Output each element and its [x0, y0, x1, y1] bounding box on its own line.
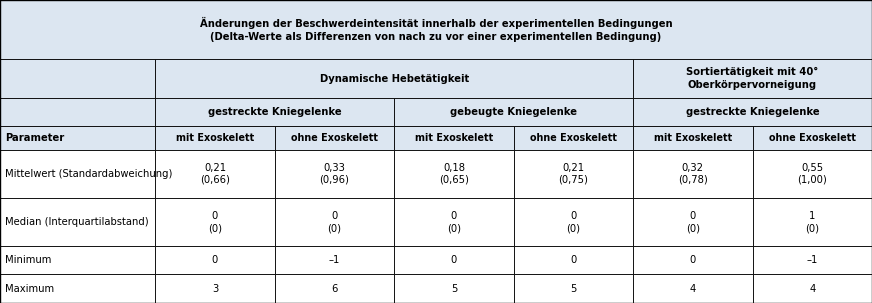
Bar: [753, 126, 872, 150]
Bar: [155, 275, 275, 303]
Text: 4: 4: [809, 284, 815, 294]
Bar: [275, 198, 394, 246]
Bar: [753, 246, 872, 275]
Bar: [394, 275, 514, 303]
Text: ohne Exoskelett: ohne Exoskelett: [769, 133, 855, 143]
Bar: [394, 126, 514, 150]
Bar: [633, 98, 872, 126]
Text: 3: 3: [212, 284, 218, 294]
Bar: [633, 198, 753, 246]
Text: 0,21
(0,75): 0,21 (0,75): [558, 162, 589, 185]
Bar: [0, 0, 872, 59]
Bar: [155, 59, 633, 98]
Bar: [514, 126, 633, 150]
Text: ohne Exoskelett: ohne Exoskelett: [291, 133, 378, 143]
Bar: [633, 275, 753, 303]
Text: 0
(0): 0 (0): [208, 211, 222, 233]
Bar: [275, 246, 394, 275]
Text: 0
(0): 0 (0): [566, 211, 581, 233]
Bar: [753, 198, 872, 246]
Text: 0,33
(0,96): 0,33 (0,96): [319, 162, 350, 185]
Text: 0
(0): 0 (0): [446, 211, 461, 233]
Text: 6: 6: [331, 284, 337, 294]
Text: 0,32
(0,78): 0,32 (0,78): [678, 162, 708, 185]
Bar: [0, 198, 155, 246]
Text: 0: 0: [212, 255, 218, 265]
Text: 0: 0: [451, 255, 457, 265]
Text: 5: 5: [451, 284, 457, 294]
Text: gestreckte Kniegelenke: gestreckte Kniegelenke: [208, 107, 342, 117]
Bar: [394, 150, 514, 198]
Bar: [394, 198, 514, 246]
Text: Maximum: Maximum: [5, 284, 54, 294]
Bar: [155, 150, 275, 198]
Bar: [155, 98, 394, 126]
Bar: [633, 126, 753, 150]
Text: 0,21
(0,66): 0,21 (0,66): [200, 162, 230, 185]
Text: 4: 4: [690, 284, 696, 294]
Text: 0: 0: [570, 255, 576, 265]
Bar: [0, 275, 155, 303]
Bar: [394, 98, 633, 126]
Text: Minimum: Minimum: [5, 255, 51, 265]
Text: gestreckte Kniegelenke: gestreckte Kniegelenke: [685, 107, 820, 117]
Text: mit Exoskelett: mit Exoskelett: [654, 133, 732, 143]
Bar: [514, 150, 633, 198]
Text: –1: –1: [807, 255, 818, 265]
Bar: [753, 275, 872, 303]
Bar: [0, 150, 155, 198]
Bar: [514, 246, 633, 275]
Bar: [275, 150, 394, 198]
Bar: [155, 246, 275, 275]
Text: 0: 0: [690, 255, 696, 265]
Bar: [394, 246, 514, 275]
Bar: [514, 198, 633, 246]
Text: 5: 5: [570, 284, 576, 294]
Bar: [0, 246, 155, 275]
Bar: [275, 275, 394, 303]
Text: Parameter: Parameter: [5, 133, 65, 143]
Text: gebeugte Kniegelenke: gebeugte Kniegelenke: [450, 107, 577, 117]
Text: mit Exoskelett: mit Exoskelett: [176, 133, 254, 143]
Text: ohne Exoskelett: ohne Exoskelett: [530, 133, 617, 143]
Text: –1: –1: [329, 255, 340, 265]
Bar: [155, 198, 275, 246]
Text: 0,55
(1,00): 0,55 (1,00): [797, 162, 828, 185]
Bar: [275, 126, 394, 150]
Bar: [0, 126, 155, 150]
Text: 0
(0): 0 (0): [685, 211, 700, 233]
Text: Median (Interquartilabstand): Median (Interquartilabstand): [5, 217, 149, 227]
Text: 0,18
(0,65): 0,18 (0,65): [439, 162, 469, 185]
Bar: [633, 59, 872, 98]
Text: mit Exoskelett: mit Exoskelett: [415, 133, 493, 143]
Bar: [0, 98, 155, 126]
Bar: [514, 275, 633, 303]
Text: Dynamische Hebetätigkeit: Dynamische Hebetätigkeit: [319, 74, 469, 84]
Text: Änderungen der Beschwerdeintensität innerhalb der experimentellen Bedingungen
(D: Änderungen der Beschwerdeintensität inne…: [200, 17, 672, 42]
Bar: [753, 150, 872, 198]
Bar: [633, 150, 753, 198]
Text: 1
(0): 1 (0): [805, 211, 820, 233]
Bar: [155, 126, 275, 150]
Bar: [633, 246, 753, 275]
Bar: [0, 59, 155, 98]
Text: Mittelwert (Standardabweichung): Mittelwert (Standardabweichung): [5, 169, 173, 179]
Text: 0
(0): 0 (0): [327, 211, 342, 233]
Text: Sortiertätigkeit mit 40°
Oberkörpervorneigung: Sortiertätigkeit mit 40° Oberkörpervorne…: [686, 67, 819, 90]
